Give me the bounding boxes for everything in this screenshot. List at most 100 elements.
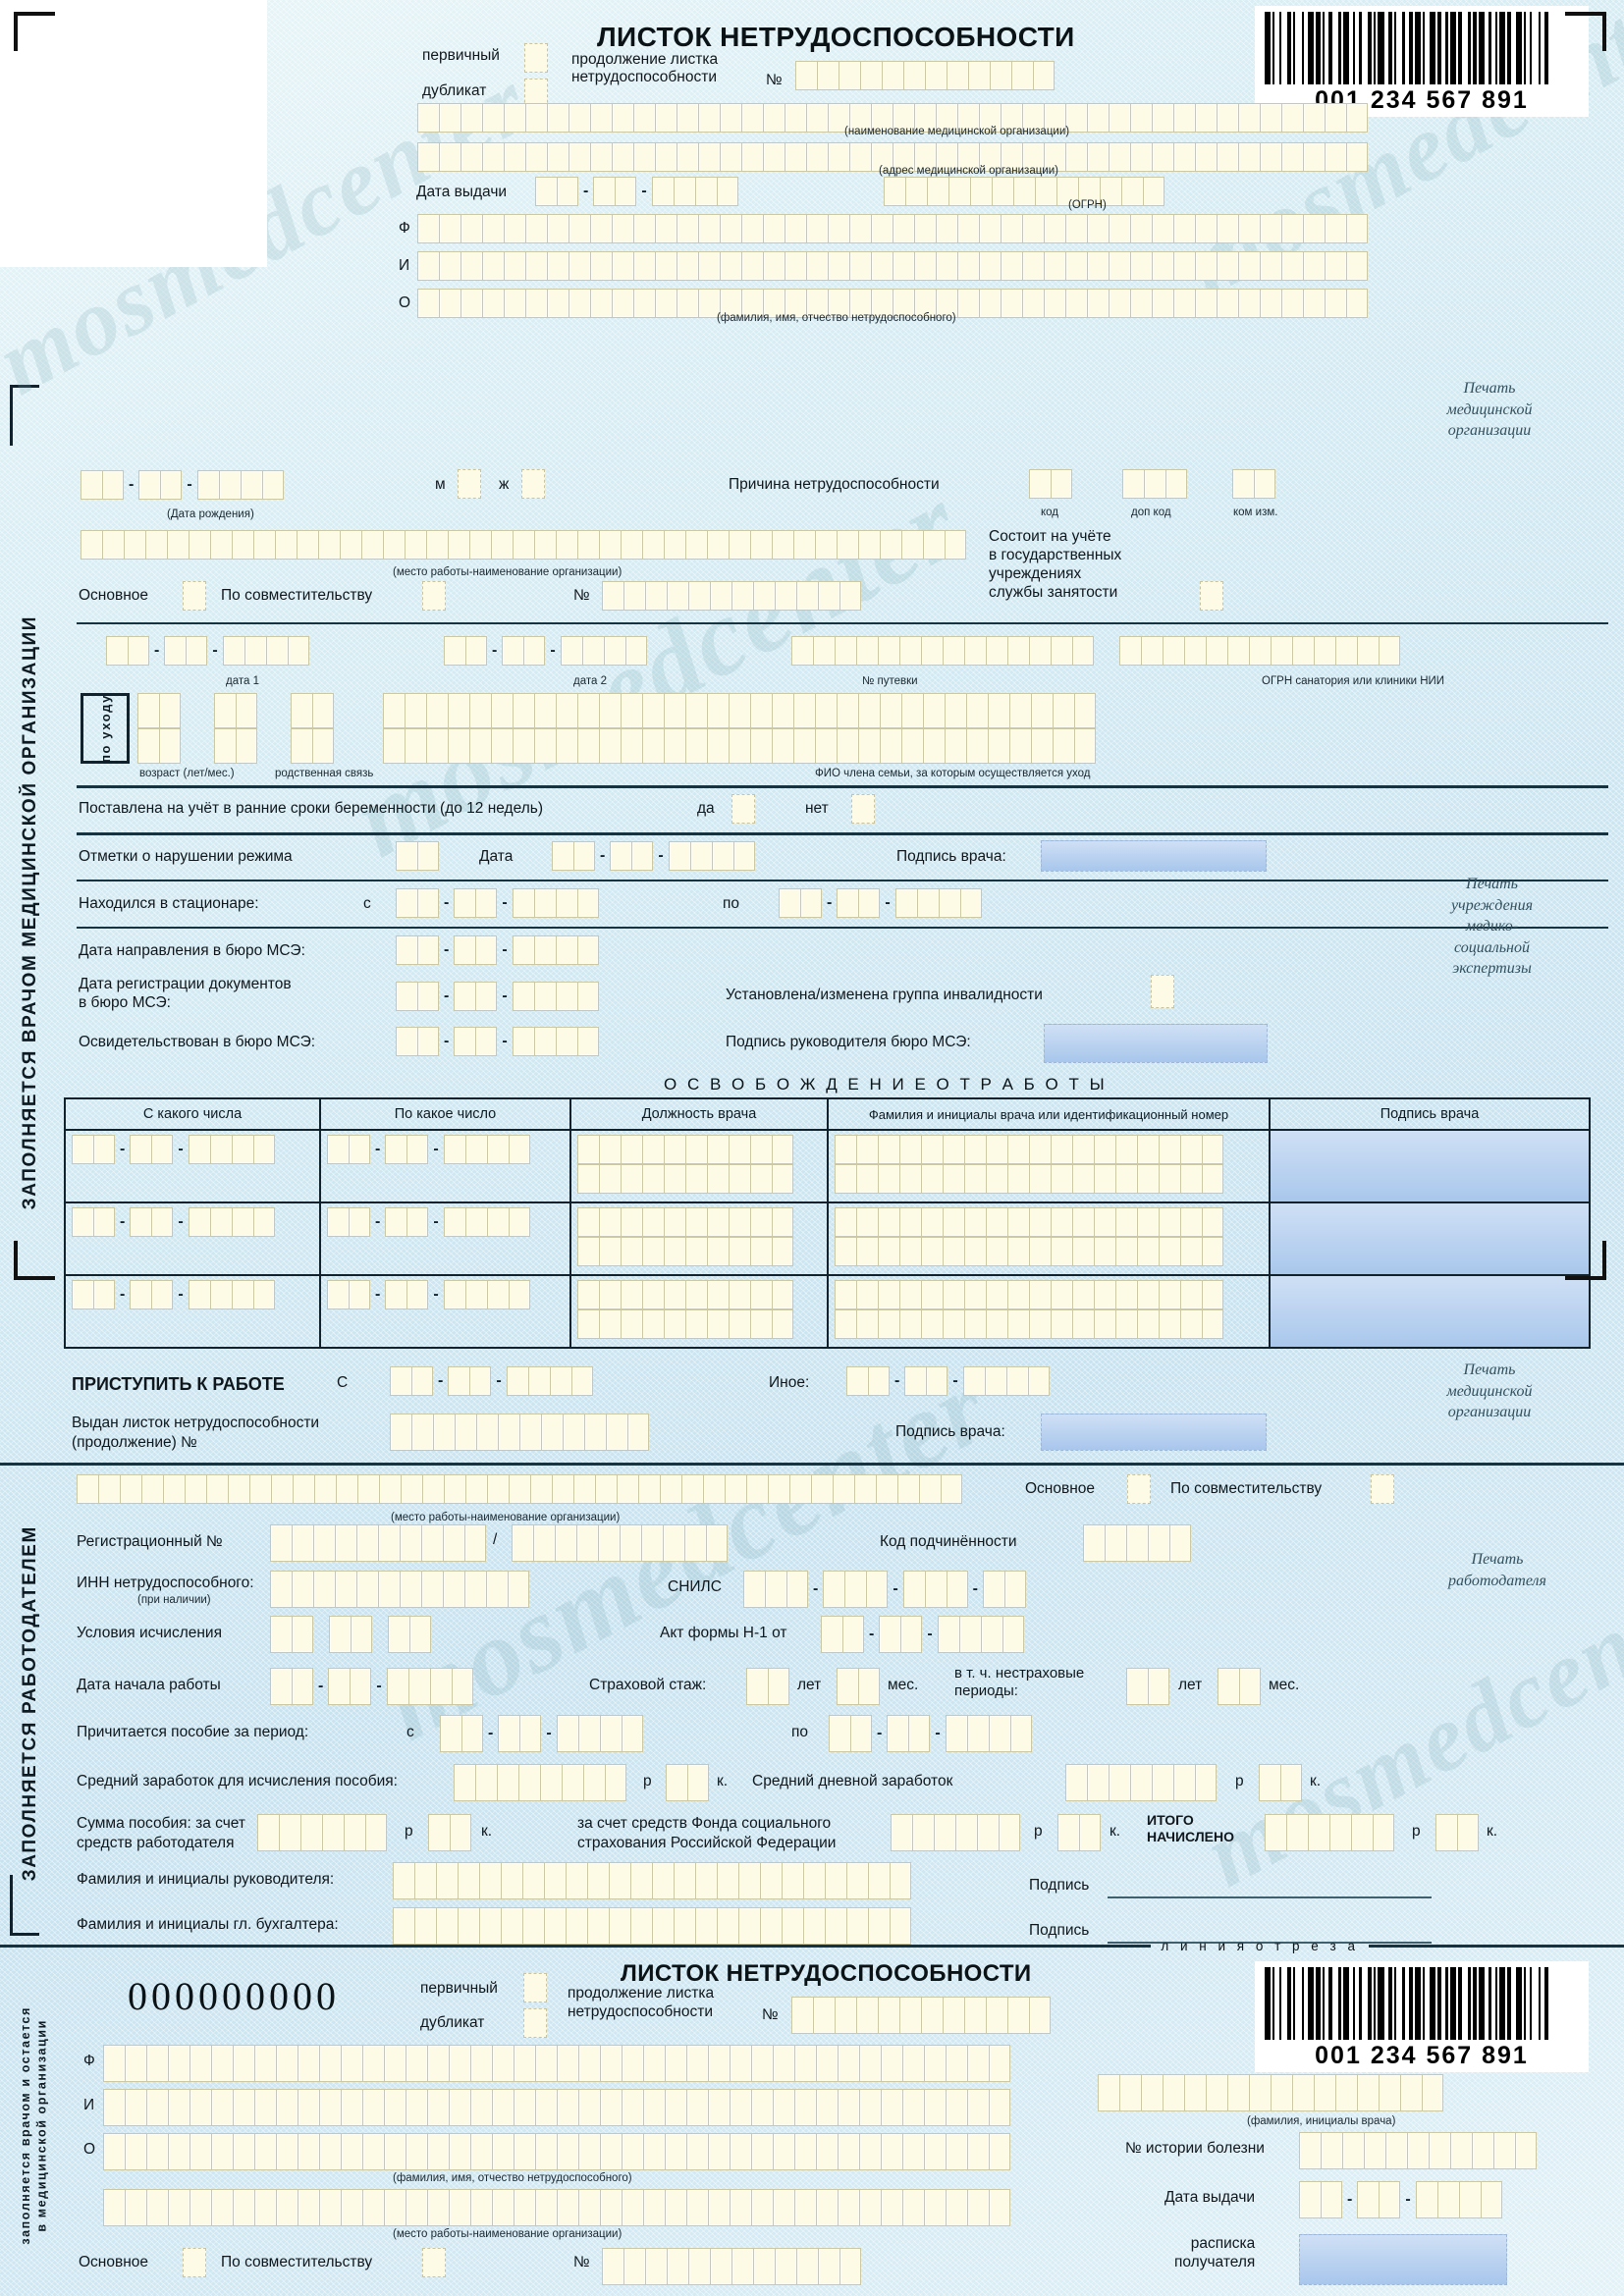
form-cell[interactable] — [185, 1474, 206, 1504]
form-cell[interactable] — [948, 177, 970, 206]
form-cell[interactable] — [1422, 2074, 1443, 2111]
release-cell-signature[interactable] — [1269, 1201, 1591, 1276]
form-cell[interactable] — [674, 1862, 695, 1899]
form-cell[interactable] — [469, 728, 491, 764]
form-cell[interactable] — [1218, 1668, 1239, 1705]
form-cell[interactable] — [427, 2189, 449, 2226]
form-cell[interactable] — [729, 1280, 750, 1309]
form-cell[interactable] — [1325, 214, 1346, 243]
form-cell[interactable] — [988, 693, 1009, 728]
form-cell[interactable] — [955, 1814, 977, 1851]
form-cell[interactable] — [621, 1280, 642, 1309]
issue-date-month[interactable] — [593, 177, 637, 206]
form-cell[interactable] — [677, 251, 698, 281]
form-cell[interactable] — [1137, 1164, 1159, 1194]
form-cell[interactable] — [760, 1862, 782, 1899]
form-cell[interactable] — [1292, 2074, 1314, 2111]
form-cell[interactable] — [502, 636, 524, 666]
release-cell-position[interactable] — [569, 1201, 829, 1276]
form-cell[interactable] — [501, 1907, 522, 1945]
form-cell[interactable] — [968, 61, 990, 90]
form-cell[interactable] — [720, 103, 741, 133]
form-cell[interactable] — [525, 251, 547, 281]
form-cell[interactable] — [612, 103, 633, 133]
form-cell[interactable] — [753, 581, 775, 611]
form-cell[interactable] — [989, 2089, 1010, 2126]
form-cell[interactable] — [794, 2089, 816, 2126]
form-cell[interactable] — [209, 1280, 232, 1309]
form-cell[interactable] — [1051, 469, 1072, 499]
stub-input-continuation-number[interactable] — [791, 1997, 1051, 2034]
form-cell[interactable] — [1065, 251, 1087, 281]
form-cell[interactable] — [406, 1280, 429, 1309]
form-cell[interactable] — [393, 1907, 414, 1945]
form-cell[interactable] — [1109, 214, 1130, 243]
form-cell[interactable] — [406, 1207, 429, 1237]
form-cell[interactable] — [1260, 251, 1281, 281]
form-cell[interactable] — [568, 289, 590, 318]
form-cell[interactable] — [609, 1862, 630, 1899]
hospital-from-year[interactable] — [512, 888, 599, 918]
form-cell[interactable] — [837, 1668, 858, 1705]
form-cell[interactable] — [576, 888, 599, 918]
form-cell[interactable] — [209, 1135, 232, 1164]
form-cell[interactable] — [1033, 61, 1055, 90]
form-cell[interactable] — [552, 841, 573, 871]
form-cell[interactable] — [921, 1164, 943, 1194]
form-cell[interactable] — [655, 214, 677, 243]
form-cell[interactable] — [362, 2189, 384, 2226]
form-cell[interactable] — [685, 693, 707, 728]
input-mse-registration-date[interactable]: - - — [396, 982, 599, 1011]
form-cell[interactable] — [806, 289, 828, 318]
form-cell[interactable] — [779, 888, 800, 918]
form-cell[interactable] — [449, 2189, 470, 2226]
form-cell[interactable] — [936, 142, 957, 172]
form-cell[interactable] — [663, 1524, 684, 1562]
form-cell[interactable] — [1159, 1135, 1180, 1164]
form-cell[interactable] — [240, 470, 262, 500]
form-cell[interactable] — [643, 2045, 665, 2082]
form-cell[interactable] — [856, 1309, 878, 1339]
birth-date-day[interactable] — [81, 470, 124, 500]
form-cell[interactable] — [664, 693, 685, 728]
form-cell[interactable] — [743, 1571, 765, 1608]
form-cell[interactable] — [576, 1524, 598, 1562]
form-cell[interactable] — [897, 1474, 919, 1504]
form-cell[interactable] — [406, 2089, 427, 2126]
form-cell[interactable] — [102, 530, 124, 560]
form-cell[interactable] — [1163, 2074, 1184, 2111]
form-cell[interactable] — [443, 1280, 465, 1309]
stub-checkbox-primary[interactable] — [523, 1973, 547, 2002]
mse-examined-day[interactable] — [396, 1027, 439, 1056]
form-cell[interactable] — [899, 1164, 921, 1194]
form-cell[interactable] — [645, 2248, 667, 2285]
form-cell[interactable] — [570, 1366, 593, 1396]
stub-input-workplace[interactable] — [103, 2189, 1010, 2226]
form-cell[interactable] — [1137, 1207, 1159, 1237]
form-cell[interactable] — [566, 1907, 587, 1945]
form-cell[interactable] — [254, 2133, 276, 2170]
form-cell[interactable] — [312, 693, 334, 728]
form-cell[interactable] — [967, 2045, 989, 2082]
form-cell[interactable] — [590, 289, 612, 318]
issue-date-day[interactable] — [535, 177, 578, 206]
form-cell[interactable] — [547, 251, 568, 281]
form-cell[interactable] — [731, 581, 753, 611]
mse-registration-month[interactable] — [454, 982, 498, 1011]
form-cell[interactable] — [878, 1207, 899, 1237]
form-cell[interactable] — [378, 1571, 400, 1608]
input-mse-examined-date[interactable]: - - — [396, 1027, 599, 1056]
form-cell[interactable] — [276, 2045, 298, 2082]
form-cell[interactable] — [750, 1309, 772, 1339]
form-cell[interactable] — [891, 1814, 912, 1851]
release-from-date-row3-part3[interactable] — [188, 1280, 275, 1309]
form-cell[interactable] — [1314, 636, 1335, 666]
regime-date-day[interactable] — [552, 841, 595, 871]
form-cell[interactable] — [270, 1616, 292, 1653]
form-cell[interactable] — [803, 1862, 825, 1899]
form-cell[interactable] — [1044, 142, 1065, 172]
form-cell[interactable] — [460, 142, 482, 172]
form-cell[interactable] — [547, 103, 568, 133]
input-act-n1-date[interactable]: - - — [821, 1616, 1024, 1653]
form-cell[interactable] — [577, 1280, 599, 1309]
